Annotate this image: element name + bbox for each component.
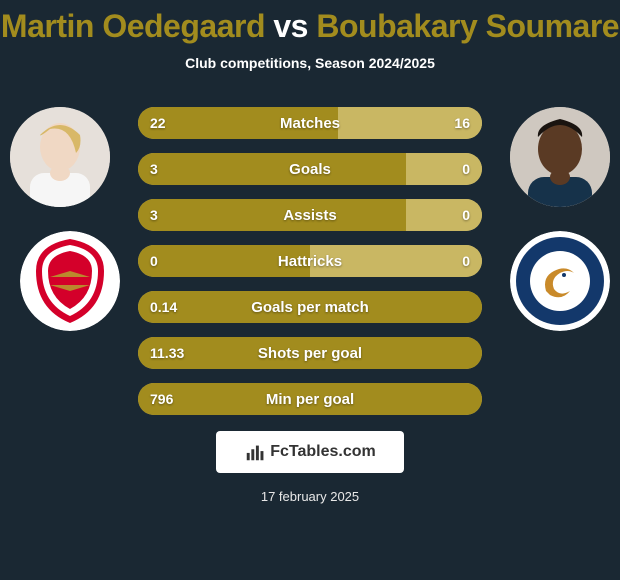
title-vs: vs xyxy=(265,8,316,44)
stat-row: 796Min per goal xyxy=(138,383,482,415)
stat-fill-left xyxy=(138,337,482,369)
brand-badge[interactable]: FcTables.com xyxy=(216,431,404,473)
stat-fill-right xyxy=(406,199,482,231)
stat-fill-right xyxy=(338,107,482,139)
stat-row: 11.33Shots per goal xyxy=(138,337,482,369)
title-player1: Martin Oedegaard xyxy=(1,8,265,44)
player1-club-crest xyxy=(20,231,120,331)
title-player2: Boubakary Soumare xyxy=(316,8,619,44)
comparison-content: 2216Matches 30Goals 30Assists 00Hattricks 0.… xyxy=(0,107,620,504)
comparison-title: Martin Oedegaard vs Boubakary Soumare xyxy=(0,0,620,45)
stat-fill-left xyxy=(138,291,482,323)
stat-fill-right xyxy=(310,245,482,277)
stat-row: 30Goals xyxy=(138,153,482,185)
player1-avatar xyxy=(10,107,110,207)
stat-bars: 2216Matches 30Goals 30Assists 00Hattricks 0.… xyxy=(138,107,482,415)
stat-fill-left xyxy=(138,383,482,415)
stat-fill-right xyxy=(406,153,482,185)
stat-fill-left xyxy=(138,199,406,231)
stat-fill-left xyxy=(138,245,310,277)
player2-avatar xyxy=(510,107,610,207)
stat-row: 0.14Goals per match xyxy=(138,291,482,323)
stat-fill-left xyxy=(138,107,338,139)
date-text: 17 february 2025 xyxy=(0,489,620,504)
stat-row: 2216Matches xyxy=(138,107,482,139)
stat-row: 00Hattricks xyxy=(138,245,482,277)
subtitle: Club competitions, Season 2024/2025 xyxy=(0,55,620,71)
player2-club-crest xyxy=(510,231,610,331)
stat-fill-left xyxy=(138,153,406,185)
brand-text: FcTables.com xyxy=(270,443,376,461)
stat-row: 30Assists xyxy=(138,199,482,231)
chart-icon xyxy=(244,441,266,463)
